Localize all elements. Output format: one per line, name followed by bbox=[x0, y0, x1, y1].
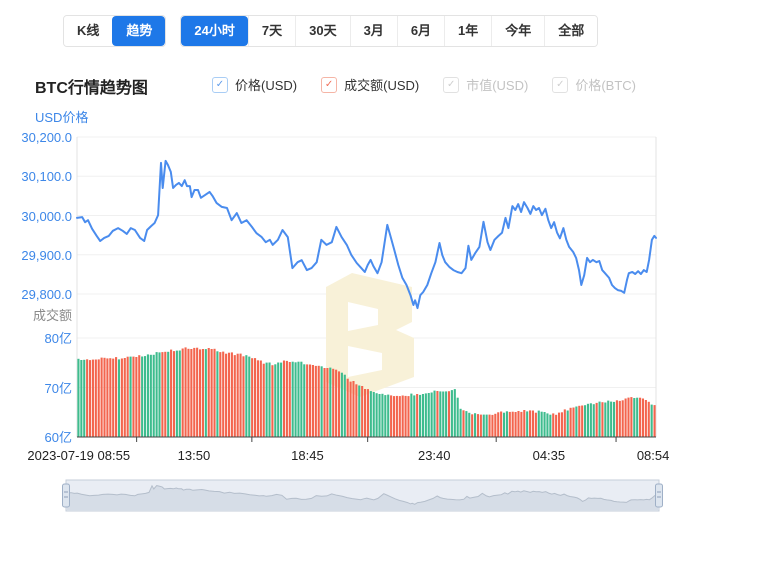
legend-label: 市值(USD) bbox=[466, 78, 529, 93]
x-axis-label: 08:54 bbox=[636, 448, 670, 463]
volume-axis-title: 成交额 bbox=[32, 308, 72, 323]
y-axis-tick: 80亿 bbox=[44, 331, 72, 346]
navigator-left-handle[interactable] bbox=[62, 483, 70, 508]
legend-price-usd[interactable]: ✓ 价格(USD) bbox=[212, 75, 297, 94]
navigator-line bbox=[65, 484, 660, 505]
legend: ✓ 价格(USD) ✓ 成交额(USD) ✓ 市值(USD) ✓ 价格(BTC) bbox=[212, 75, 636, 94]
tab-24h[interactable]: 24小时 bbox=[181, 16, 248, 46]
page-title: BTC行情趋势图 bbox=[35, 80, 148, 97]
legend-volume-usd[interactable]: ✓ 成交额(USD) bbox=[321, 75, 419, 94]
watermark-logo bbox=[326, 273, 414, 397]
y-axis-tick: 30,100.0 bbox=[21, 169, 72, 185]
tab-trend[interactable]: 趋势 bbox=[112, 16, 166, 46]
x-axis-label: 13:50 bbox=[177, 448, 211, 463]
tab-7d[interactable]: 7天 bbox=[247, 16, 296, 46]
tab-all[interactable]: 全部 bbox=[544, 16, 598, 46]
checkbox-price-usd[interactable]: ✓ bbox=[212, 76, 228, 93]
x-axis-label: 23:40 bbox=[417, 448, 451, 463]
x-axis bbox=[77, 436, 656, 442]
chart-plot-area[interactable] bbox=[77, 137, 656, 437]
tab-3m[interactable]: 3月 bbox=[349, 16, 397, 46]
price-axis-title: USD价格 bbox=[35, 110, 89, 125]
x-axis-label: 2023-07-19 08:55 bbox=[27, 448, 131, 463]
legend-price-btc: ✓ 价格(BTC) bbox=[552, 75, 636, 94]
tab-6m[interactable]: 6月 bbox=[396, 16, 445, 46]
checkbox-marketcap-usd: ✓ bbox=[443, 76, 460, 93]
checkbox-volume-usd[interactable]: ✓ bbox=[321, 76, 338, 93]
y-axis-tick: 70亿 bbox=[44, 380, 72, 396]
tab-kline[interactable]: K线 bbox=[64, 16, 113, 46]
price-line bbox=[76, 159, 657, 310]
legend-marketcap-usd: ✓ 市值(USD) bbox=[443, 75, 528, 94]
y-axis-tick: 60亿 bbox=[44, 430, 72, 445]
x-axis-label: 18:45 bbox=[291, 448, 324, 463]
chart-type-tabs: K线 趋势 bbox=[63, 15, 167, 47]
tab-1y[interactable]: 1年 bbox=[444, 16, 492, 46]
toolbar: K线 趋势 24小时 7天 30天 3月 6月 1年 今年 全部 bbox=[63, 15, 599, 47]
tab-ytd[interactable]: 今年 bbox=[491, 16, 545, 46]
legend-label: 成交额(USD) bbox=[344, 78, 420, 93]
legend-label: 价格(BTC) bbox=[575, 78, 636, 93]
x-axis-label: 04:35 bbox=[532, 448, 566, 463]
y-axis-tick: 30,200.0 bbox=[21, 130, 72, 145]
checkbox-price-btc: ✓ bbox=[552, 76, 569, 93]
tab-30d[interactable]: 30天 bbox=[295, 16, 350, 46]
y-axis-tick: 30,000.0 bbox=[21, 208, 72, 224]
navigator-right-handle[interactable] bbox=[655, 483, 663, 508]
y-axis-tick: 29,800.0 bbox=[21, 287, 72, 302]
y-axis-tick: 29,900.0 bbox=[21, 247, 72, 263]
legend-label: 价格(USD) bbox=[235, 78, 298, 93]
navigator[interactable] bbox=[62, 479, 663, 512]
volume-bars bbox=[77, 347, 656, 437]
range-tabs: 24小时 7天 30天 3月 6月 1年 今年 全部 bbox=[180, 15, 599, 47]
